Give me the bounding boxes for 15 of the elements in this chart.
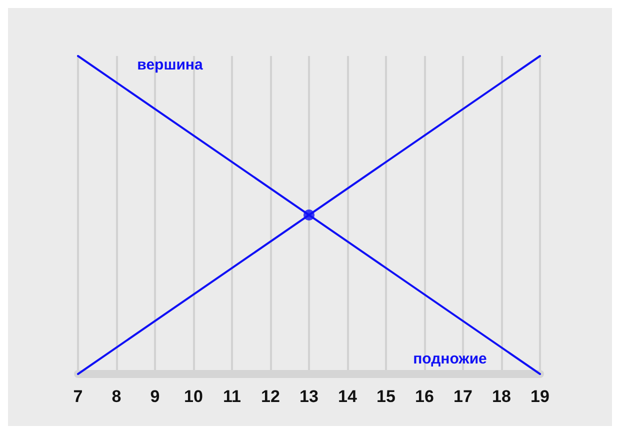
x-tick-label: 9: [150, 387, 160, 406]
x-tick-label: 12: [261, 387, 280, 406]
annotation: подножие: [413, 350, 487, 368]
x-tick-label: 8: [112, 387, 122, 406]
x-tick-label: 11: [223, 387, 241, 406]
x-tick-label: 14: [338, 387, 358, 406]
annotation: вершина: [137, 56, 204, 74]
x-tick-label: 15: [376, 387, 396, 406]
x-tick-label: 7: [73, 387, 83, 406]
x-tick-label: 17: [454, 387, 472, 406]
x-tick-label: 16: [415, 387, 434, 406]
x-tick-label: 13: [300, 387, 318, 406]
x-tick-label: 18: [492, 387, 511, 406]
x-tick-label: 10: [184, 387, 203, 406]
x-tick-label: 19: [530, 387, 550, 406]
